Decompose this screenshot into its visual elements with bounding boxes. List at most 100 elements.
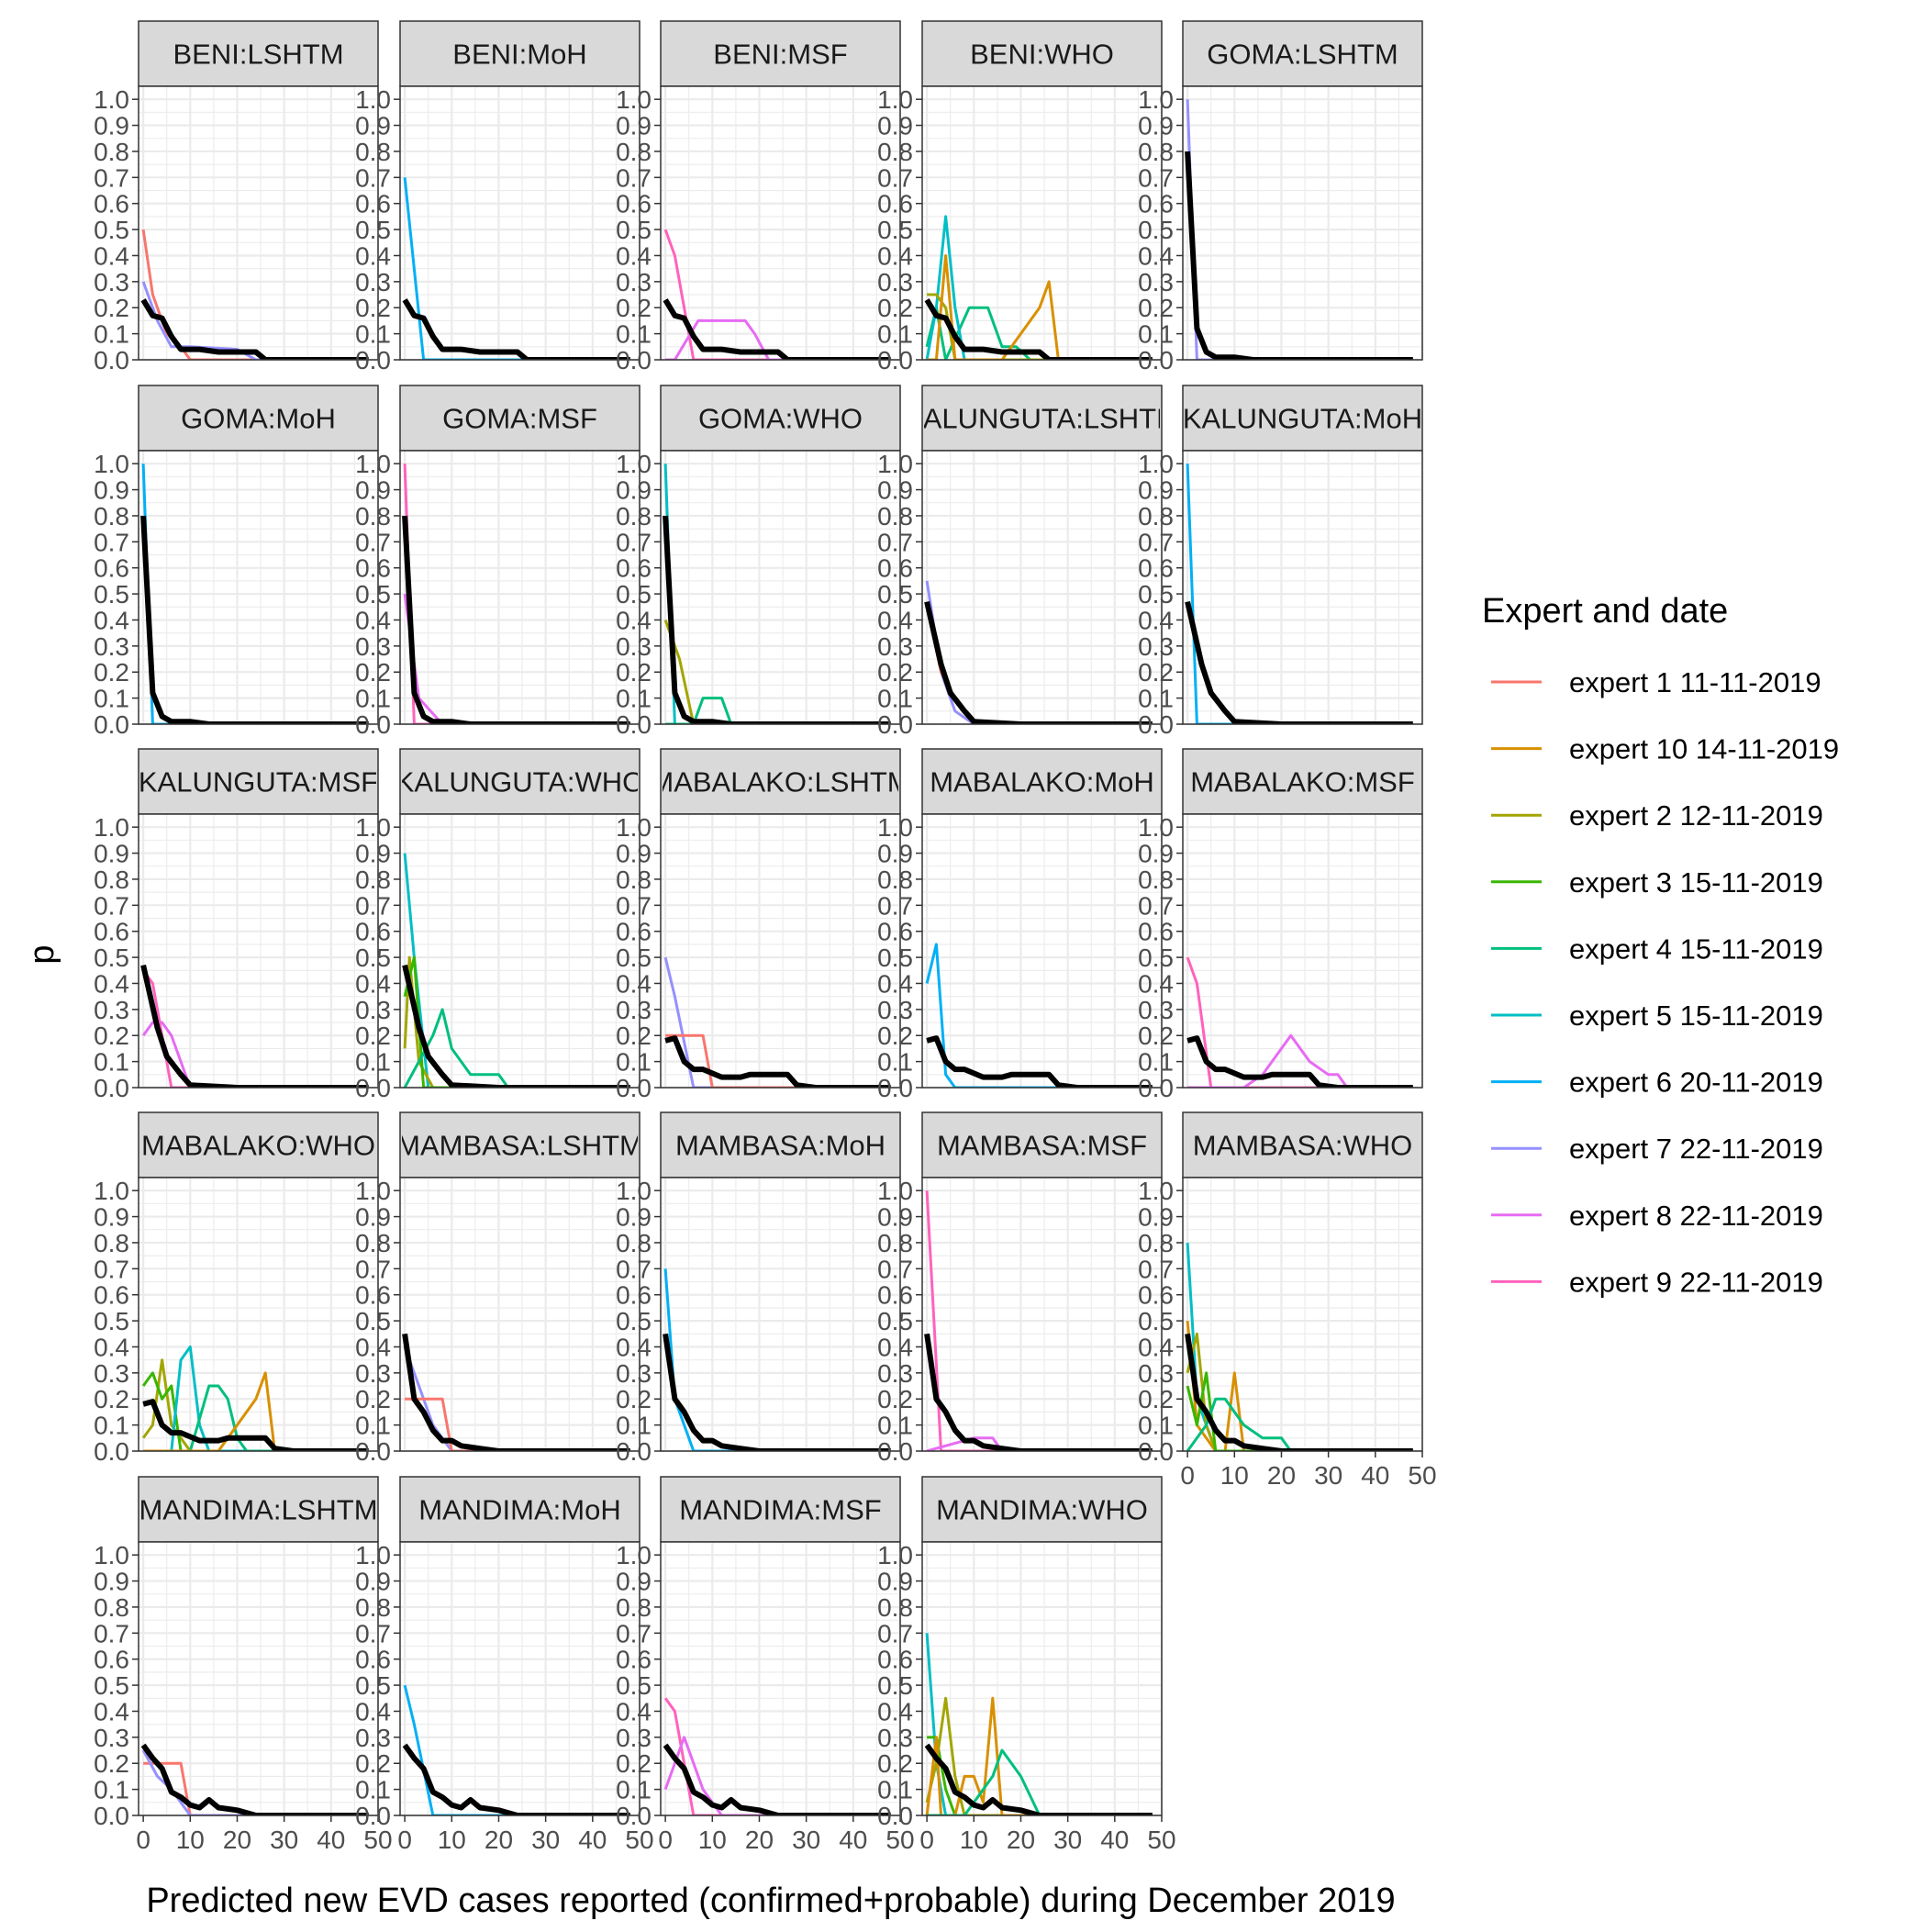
y-tick-label: 0.2 [877, 1022, 913, 1050]
facet-panel: MAMBASA:LSHTM 0.00.10.20.30.40.50.60.70.8… [355, 1111, 641, 1466]
y-tick-label: 0.8 [877, 138, 913, 166]
y-tick-label: 0.4 [355, 1697, 391, 1725]
y-tick-label: 0.0 [355, 1074, 391, 1102]
y-tick-label: 0.8 [1138, 138, 1174, 166]
y-tick-label: 0.6 [877, 554, 913, 583]
series-group [140, 1743, 369, 1815]
legend-label: expert 9 22-11-2019 [1569, 1266, 1823, 1298]
aggregate-series-line [663, 1743, 891, 1815]
plot-background [139, 451, 378, 724]
panel-border [921, 85, 1163, 361]
aggregate-series-line [1186, 1035, 1413, 1088]
y-tick-label: 1.0 [94, 1177, 129, 1205]
y-tick-label: 0.9 [94, 840, 129, 868]
legend-label: expert 2 12-11-2019 [1569, 799, 1823, 832]
y-tick-label: 1.0 [877, 813, 913, 842]
y-tick-label: 0.3 [877, 1359, 913, 1388]
y-axis-title: p [23, 944, 61, 964]
facet-strip [399, 385, 640, 452]
series-group [663, 1268, 891, 1451]
panel-border [399, 813, 640, 1089]
y-tick-label: 0.4 [355, 1333, 391, 1361]
plot-background [922, 1542, 1162, 1815]
plot-background [400, 1542, 640, 1815]
plot-background [661, 1542, 900, 1815]
y-tick-label: 0.3 [94, 1359, 129, 1388]
y-tick-label: 0.2 [94, 1749, 129, 1778]
expert-series-line [665, 318, 891, 360]
x-tick-label: 0 [397, 1826, 412, 1854]
facet-strip [138, 385, 379, 452]
y-tick-label: 0.1 [94, 320, 129, 349]
facet-panel: BENI:LSHTM 0.00.10.20.30.40.50.60.70.80.9… [94, 20, 380, 374]
facet-panel: KALUNGUTA:MoH 0.00.10.20.30.40.50.60.70.8… [1138, 385, 1424, 739]
y-tick-label: 0.3 [355, 268, 391, 296]
series-group [402, 1684, 630, 1815]
aggregate-series-line [924, 298, 1153, 360]
y-tick-label: 0.2 [877, 1749, 913, 1778]
series-group [402, 177, 630, 360]
y-tick-label: 0.4 [355, 606, 391, 634]
expert-series-line [141, 1021, 369, 1088]
series-group [140, 964, 369, 1088]
y-tick-label: 0.4 [94, 606, 129, 634]
y-tick-label: 0.6 [355, 1281, 391, 1310]
y-tick-label: 0.6 [94, 554, 129, 583]
plot-background [922, 451, 1162, 724]
y-tick-label: 0.3 [355, 632, 391, 661]
facet-strip [138, 1476, 379, 1543]
facet-panel: GOMA:LSHTM 0.00.10.20.30.40.50.60.70.80.9… [1138, 20, 1424, 374]
y-tick-label: 0.9 [94, 112, 129, 140]
y-tick-label: 0.9 [355, 476, 391, 505]
facet-panel: MABALAKO:LSHTM0.00.10.20.30.40.50.60.70.… [616, 748, 902, 1102]
y-tick-label: 0.6 [1138, 190, 1174, 218]
expert-series-line [925, 943, 1153, 1088]
y-tick-label: 0.8 [877, 1593, 913, 1622]
y-tick-label: 0.3 [1138, 268, 1174, 296]
legend-label: expert 7 22-11-2019 [1569, 1133, 1823, 1165]
y-tick-label: 0.5 [616, 1307, 652, 1335]
plot-background [661, 86, 900, 360]
plot-background [661, 814, 900, 1088]
y-tick-label: 0.4 [877, 241, 913, 270]
y-tick-label: 0.6 [355, 554, 391, 583]
expert-series-line [663, 1697, 891, 1815]
y-tick-label: 0.9 [616, 476, 652, 505]
y-tick-label: 0.6 [616, 554, 652, 583]
y-tick-label: 0.9 [877, 476, 913, 505]
panel-border [138, 1177, 379, 1452]
y-tick-label: 0.1 [355, 1412, 391, 1440]
expert-series-line [925, 1696, 1153, 1815]
y-tick-label: 0.4 [616, 606, 652, 634]
panel-border [138, 85, 379, 361]
x-tick-label: 40 [1100, 1826, 1129, 1854]
y-tick-label: 0.3 [616, 632, 652, 661]
y-tick-label: 0.0 [94, 1437, 129, 1466]
y-tick-label: 0.1 [94, 1048, 129, 1077]
facet-panel: MAMBASA:MoH 0.00.10.20.30.40.50.60.70.80.… [616, 1111, 902, 1466]
facet-strip-label: BENI:WHO [970, 39, 1114, 71]
x-tick-label: 10 [698, 1826, 727, 1854]
y-tick-label: 0.8 [355, 865, 391, 894]
aggregate-series-line [924, 600, 1153, 724]
y-tick-label: 0.3 [1138, 632, 1174, 661]
x-tick-label: 30 [270, 1826, 298, 1854]
x-tick-label: 20 [745, 1826, 774, 1854]
y-tick-label: 0.1 [877, 1776, 913, 1804]
expert-series-line [663, 1268, 891, 1451]
y-tick-label: 0.2 [94, 1385, 129, 1413]
plot-background [139, 86, 378, 360]
y-tick-label: 0.7 [1138, 891, 1174, 920]
y-tick-label: 0.3 [94, 632, 129, 661]
y-tick-label: 0.0 [616, 1437, 652, 1466]
series-group [663, 229, 891, 360]
x-tick-label: 20 [1007, 1826, 1035, 1854]
legend-label: expert 8 22-11-2019 [1569, 1200, 1823, 1232]
y-tick-label: 0.3 [94, 268, 129, 296]
y-tick-label: 0.1 [1138, 320, 1174, 349]
y-tick-label: 1.0 [1138, 1177, 1174, 1205]
plot-background [400, 814, 640, 1088]
series-group [924, 215, 1153, 360]
y-tick-label: 0.3 [355, 1359, 391, 1388]
